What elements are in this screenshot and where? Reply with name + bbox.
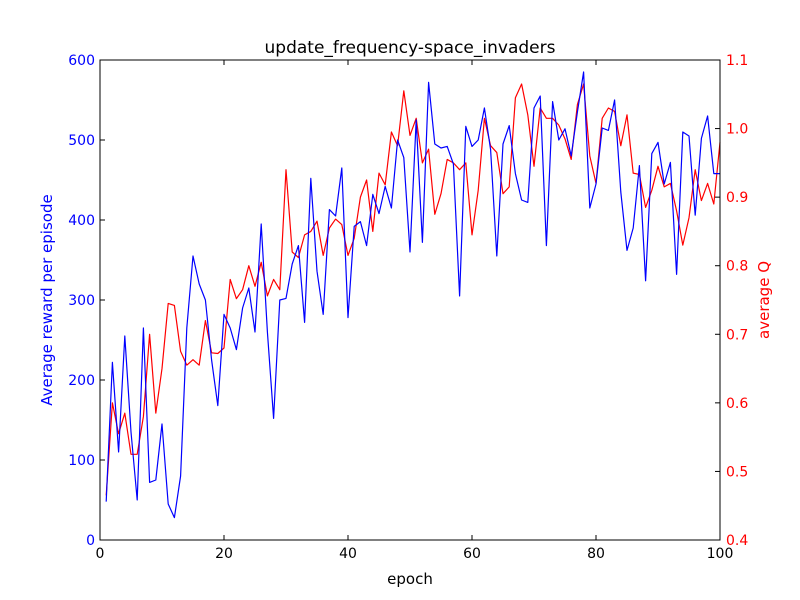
plot-lines <box>105 71 721 519</box>
right-y-tick-label: 1.1 <box>726 53 748 69</box>
right-y-tick-label: 0.4 <box>726 533 748 549</box>
right-y-tick-label: 0.7 <box>726 327 748 343</box>
x-tick-label: 20 <box>215 546 233 562</box>
right-y-tick-label: 0.8 <box>726 259 748 275</box>
right-y-tick-label: 0.5 <box>726 464 748 480</box>
right-y-axis: 0.4 0.5 0.6 0.7 0.8 0.9 1.0 1.1 <box>715 53 748 549</box>
left-y-tick-label: 100 <box>68 453 95 469</box>
x-tick-label: 80 <box>587 546 605 562</box>
series-line-average-q <box>105 83 721 496</box>
right-y-axis-label: average Q <box>755 261 773 339</box>
right-y-tick-label: 0.9 <box>726 190 748 206</box>
left-y-axis-label: Average reward per episode <box>38 194 56 405</box>
right-y-tick-label: 1.0 <box>726 122 748 138</box>
x-tick-label: 40 <box>339 546 357 562</box>
series-line-average-reward <box>105 71 720 519</box>
left-y-tick-label: 400 <box>68 213 95 229</box>
left-y-tick-label: 300 <box>68 293 95 309</box>
left-y-tick-label: 600 <box>68 53 95 69</box>
left-y-tick-label: 200 <box>68 373 95 389</box>
x-tick-label: 60 <box>463 546 481 562</box>
x-tick-label: 0 <box>96 546 105 562</box>
x-tick-label: 100 <box>707 546 734 562</box>
chart-title: update_frequency-space_invaders <box>265 38 556 58</box>
left-y-tick-label: 500 <box>68 133 95 149</box>
right-y-tick-label: 0.6 <box>726 396 748 412</box>
x-axis: 0 20 40 60 80 100 <box>96 60 734 562</box>
x-axis-label: epoch <box>387 570 433 588</box>
left-y-axis: 0 100 200 300 400 500 600 <box>68 53 105 549</box>
left-y-tick-label: 0 <box>86 533 95 549</box>
